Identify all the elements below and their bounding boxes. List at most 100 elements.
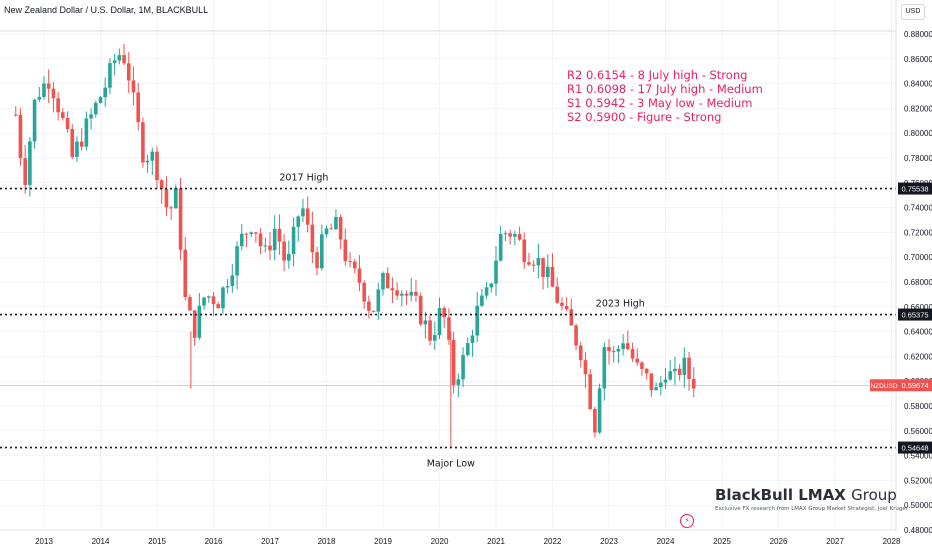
candle-body bbox=[320, 234, 324, 269]
candle-body bbox=[94, 102, 98, 115]
candle-body bbox=[480, 295, 484, 306]
level-price-label: 0.75538 bbox=[901, 185, 928, 194]
y-tick-label: 0.54000 bbox=[904, 452, 932, 461]
x-tick-label: 2028 bbox=[883, 537, 901, 546]
candle-body bbox=[150, 151, 155, 161]
candle-body bbox=[305, 208, 310, 225]
level-price-tag bbox=[898, 441, 932, 454]
candle-body bbox=[456, 379, 461, 385]
candle-body bbox=[221, 287, 225, 309]
candle-body bbox=[169, 207, 173, 209]
candle-body bbox=[677, 368, 682, 375]
candle-body bbox=[546, 266, 550, 278]
candle-body bbox=[75, 141, 79, 157]
candle-body bbox=[494, 260, 498, 284]
candle-body bbox=[371, 310, 376, 312]
candle-body bbox=[437, 308, 442, 336]
level-s1: S1 0.5942 - 3 May low - Medium bbox=[567, 96, 753, 110]
candle-body bbox=[164, 189, 169, 208]
candle-body bbox=[324, 228, 329, 235]
candle-body bbox=[362, 282, 366, 302]
y-tick-label: 0.66000 bbox=[904, 303, 932, 312]
y-tick-label: 0.52000 bbox=[904, 476, 932, 485]
candle-body bbox=[555, 286, 559, 303]
level-price-label: 0.54648 bbox=[901, 444, 928, 453]
candle-body bbox=[621, 343, 625, 349]
candle-body bbox=[329, 228, 333, 230]
candle-body bbox=[343, 239, 348, 262]
candle-body bbox=[583, 360, 588, 375]
candle-body bbox=[310, 224, 315, 253]
candle-body bbox=[611, 351, 616, 353]
y-tick-label: 0.86000 bbox=[904, 55, 932, 64]
candle-body bbox=[13, 114, 18, 116]
candle-body bbox=[607, 346, 611, 352]
annotation-label: 2023 High bbox=[596, 298, 645, 309]
candle-body bbox=[404, 293, 409, 296]
candle-body bbox=[663, 379, 668, 383]
candle-body bbox=[70, 129, 75, 157]
candle-body bbox=[277, 228, 282, 242]
level-price-label: 0.65375 bbox=[901, 311, 928, 320]
candle-body bbox=[192, 310, 197, 338]
y-tick-label: 0.62000 bbox=[904, 352, 932, 361]
candle-body bbox=[32, 99, 37, 142]
candle-body bbox=[423, 320, 428, 325]
x-tick-label: 2018 bbox=[318, 537, 336, 546]
x-tick-label: 2022 bbox=[544, 537, 562, 546]
candle-body bbox=[282, 241, 286, 261]
candle-body bbox=[84, 118, 89, 147]
y-tick-label: 0.80000 bbox=[904, 129, 932, 138]
price-labels: 0.75538 0.65375 NZDUSD 0.59674 0.54648 bbox=[870, 182, 932, 454]
candle-body bbox=[560, 302, 564, 306]
candle-body bbox=[451, 339, 456, 385]
candle-body bbox=[37, 96, 42, 100]
candle-body bbox=[89, 114, 93, 119]
candle-body bbox=[348, 261, 352, 263]
candle-body bbox=[668, 371, 672, 380]
x-tick-label: 2025 bbox=[713, 537, 731, 546]
candle-body bbox=[23, 158, 27, 185]
currency-button[interactable]: USD bbox=[901, 4, 925, 20]
candle-body bbox=[61, 112, 65, 118]
y-tick-label: 0.78000 bbox=[904, 154, 932, 163]
candle-body bbox=[188, 297, 192, 311]
candle-body bbox=[235, 246, 239, 276]
candle-body bbox=[564, 305, 569, 310]
level-r1: R1 0.6098 - 17 July high - Medium bbox=[567, 82, 763, 96]
candle-body bbox=[385, 273, 390, 289]
candle-body bbox=[517, 233, 522, 240]
candle-body bbox=[447, 317, 451, 340]
y-tick-label: 0.72000 bbox=[904, 228, 932, 237]
candle-body bbox=[131, 80, 136, 93]
candle-body bbox=[503, 233, 508, 235]
candle-body bbox=[414, 291, 418, 296]
candle-body bbox=[254, 232, 258, 234]
candle-body bbox=[578, 345, 583, 361]
candle-series bbox=[13, 44, 696, 448]
x-tick-label: 2019 bbox=[374, 537, 392, 546]
candle-body bbox=[409, 291, 414, 296]
lightning-icon[interactable]: ⚡ bbox=[680, 514, 694, 528]
y-tick-label: 0.84000 bbox=[904, 80, 932, 89]
candle-body bbox=[433, 335, 437, 341]
candle-body bbox=[569, 309, 574, 326]
candle-body bbox=[249, 232, 253, 234]
candle-body bbox=[461, 355, 465, 380]
levels-note: R2 0.6154 - 8 July high - Strong R1 0.60… bbox=[567, 68, 763, 124]
candle-body bbox=[202, 297, 206, 306]
candle-body bbox=[136, 92, 140, 123]
x-tick-label: 2014 bbox=[92, 537, 110, 546]
candle-body bbox=[28, 141, 32, 185]
candle-body bbox=[178, 188, 183, 250]
x-tick-label: 2020 bbox=[431, 537, 449, 546]
x-tick-label: 2016 bbox=[205, 537, 223, 546]
level-price-tag bbox=[898, 308, 932, 321]
blackbull-logo: BlackBull bbox=[715, 486, 793, 504]
candle-body bbox=[527, 262, 531, 265]
candle-body bbox=[470, 335, 475, 344]
y-tick-label: 0.50000 bbox=[904, 501, 932, 510]
candle-body bbox=[682, 357, 687, 375]
y-tick-label: 0.48000 bbox=[904, 526, 932, 535]
